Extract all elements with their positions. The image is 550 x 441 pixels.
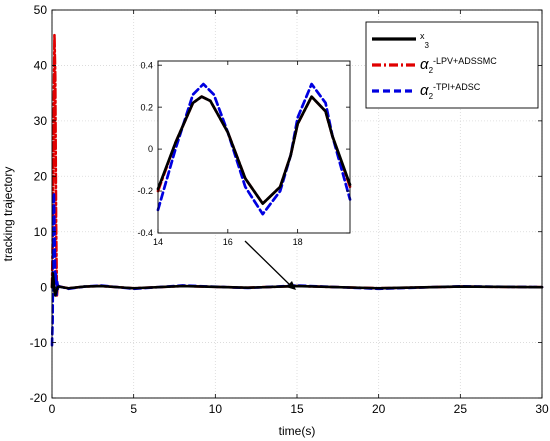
inset-x-tick-label: 16 — [223, 237, 233, 247]
legend-entry-symbol: x — [420, 31, 425, 41]
inset-y-tick-label: 0 — [148, 144, 153, 154]
main-x-tick-label: 5 — [130, 402, 137, 416]
legend-entry-subscript: 2 — [429, 92, 434, 101]
main-y-tick-label: 20 — [34, 169, 48, 183]
main-x-tick-label: 20 — [372, 402, 386, 416]
inset-zoom-plot: 14 16 18 -0.4 -0.2 0 0.2 0.4 — [137, 60, 352, 247]
legend-entry-symbol: α — [420, 56, 429, 73]
main-y-tick-label: -20 — [30, 391, 48, 405]
x-axis-label: time(s) — [279, 424, 316, 438]
inset-y-tick-label: -0.4 — [137, 228, 153, 238]
inset-frame-and-ticks: 14 16 18 -0.4 -0.2 0 0.2 0.4 — [137, 60, 351, 247]
main-x-tick-label: 10 — [209, 402, 223, 416]
y-axis-label: tracking trajectory — [1, 167, 15, 262]
main-y-tick-label: 30 — [34, 114, 48, 128]
main-x-tick-label: 30 — [535, 402, 549, 416]
inset-y-tick-label: 0.2 — [140, 102, 153, 112]
inset-background — [158, 61, 350, 233]
main-y-tick-label: 50 — [34, 3, 48, 17]
inset-y-tick-label: -0.2 — [137, 186, 153, 196]
inset-x-tick-label: 18 — [293, 237, 303, 247]
main-x-tick-label: 0 — [49, 402, 56, 416]
legend-entry-text: -LPV+ADSSMC — [433, 56, 497, 66]
inset-axes — [158, 61, 350, 233]
legend-entry-1: α2-LPV+ADSSMC — [420, 56, 497, 75]
inset-y-tick-label: 0.4 — [140, 60, 153, 70]
inset-frame — [157, 60, 351, 234]
zoom-pointer-line — [244, 240, 292, 287]
legend-entry-symbol: α — [420, 82, 429, 99]
legend-entry-subscript: 3 — [425, 41, 430, 50]
zoom-pointer-arrowhead — [286, 281, 296, 290]
main-y-tick-label: 10 — [34, 225, 48, 239]
legend-entry-2: α2-TPI+ADSC — [420, 82, 481, 101]
inset-x-tick-label: 14 — [153, 237, 163, 247]
legend-entry-text: -TPI+ADSC — [433, 82, 481, 92]
legend-entry-subscript: 2 — [429, 66, 434, 75]
legend-entry-0: x3 — [420, 31, 430, 50]
main-y-tick-label: 0 — [40, 280, 47, 294]
inset-plot-lines — [156, 82, 352, 216]
inset-series-line-0 — [156, 95, 352, 205]
inset-series-line-2 — [156, 82, 352, 216]
main-y-tick-label: 40 — [34, 59, 48, 73]
main-x-tick-label: 25 — [454, 402, 468, 416]
main-x-tick-label: 15 — [290, 402, 304, 416]
main-y-tick-label: -10 — [30, 336, 48, 350]
